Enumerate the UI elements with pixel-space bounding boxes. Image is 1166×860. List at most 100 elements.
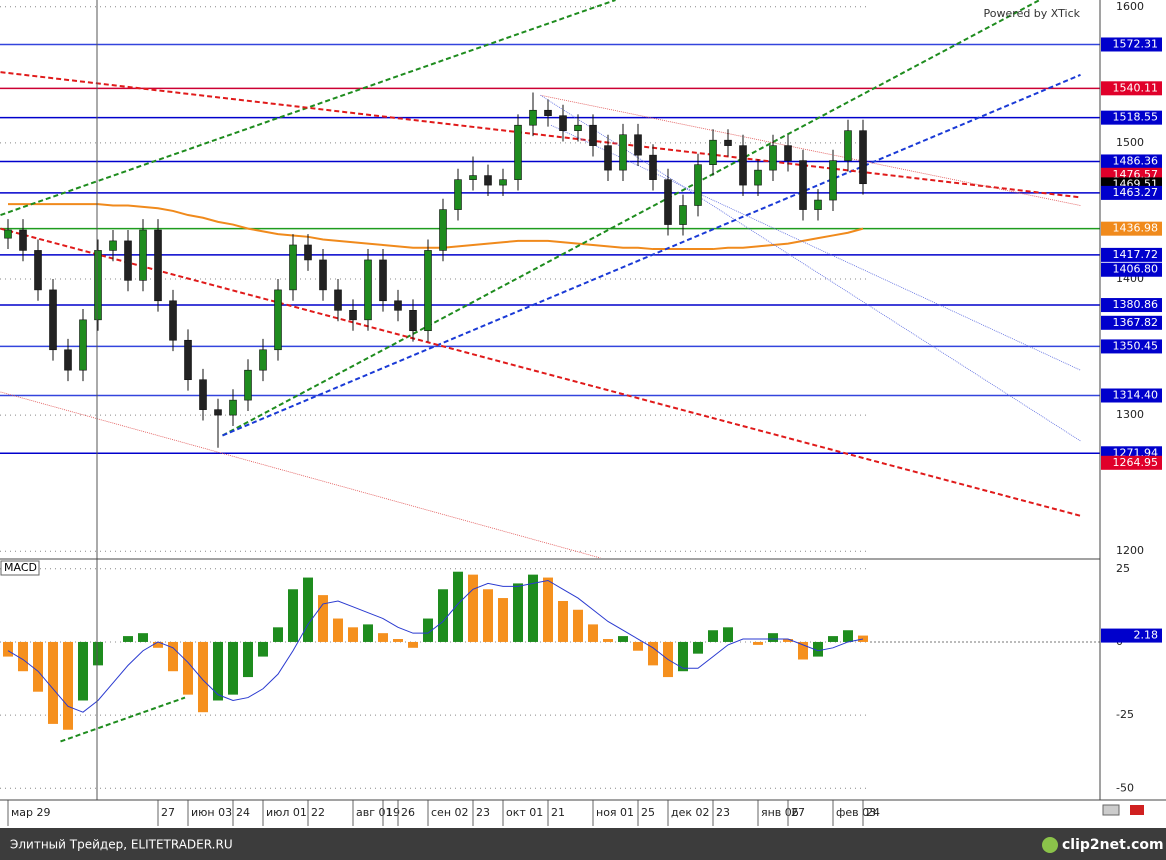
candle-body: [454, 179, 462, 210]
x-tick-label: 27: [161, 806, 175, 819]
histogram-bar: [723, 627, 733, 642]
price-label-box: [1101, 221, 1162, 236]
histogram-bar: [498, 598, 508, 642]
trendline: [222, 73, 1081, 437]
x-tick-label: ноя 01: [596, 806, 634, 819]
candle-body: [709, 139, 717, 165]
price-label: 1540.11: [1113, 81, 1159, 94]
histogram-bar: [693, 641, 703, 654]
histogram-bar: [618, 636, 628, 642]
candle-body: [424, 250, 432, 332]
candle-body: [49, 289, 57, 351]
candle-body: [799, 160, 807, 210]
candle-body: [139, 229, 147, 281]
y-tick-label: 1600: [1116, 0, 1144, 13]
histogram-bar: [648, 641, 658, 666]
y-tick-label: 1300: [1116, 408, 1144, 421]
histogram-bar: [18, 641, 28, 672]
candle-body: [214, 409, 222, 416]
price-label: 1486.36: [1113, 154, 1159, 167]
candle-body: [679, 205, 687, 225]
histogram-bar: [678, 641, 688, 672]
candle-body: [289, 244, 297, 291]
candle-body: [229, 399, 237, 416]
price-label-box: [1101, 110, 1162, 125]
x-tick-label: 26: [401, 806, 415, 819]
logo-icon: [1042, 837, 1058, 853]
histogram-bar: [768, 633, 778, 642]
candle-body: [859, 130, 867, 185]
trendline: [0, 0, 616, 216]
price-label-box: [1101, 154, 1162, 169]
histogram-bar: [273, 627, 283, 642]
candle-body: [649, 154, 657, 180]
candle-body: [469, 175, 477, 180]
y-tick-label: -50: [1116, 781, 1134, 794]
y-tick-label: 1500: [1116, 136, 1144, 149]
price-label-box: [1101, 262, 1162, 277]
icon[interactable]: [1102, 804, 1120, 816]
histogram-bar: [543, 577, 553, 642]
price-label-box: [1101, 339, 1162, 354]
price-panel: [0, 0, 1100, 558]
candle-body: [844, 130, 852, 161]
price-label: 1463.27: [1113, 186, 1159, 199]
histogram-bar: [303, 577, 313, 642]
candle-body: [64, 349, 72, 371]
icon[interactable]: [1130, 805, 1144, 815]
histogram-bar: [408, 641, 418, 648]
histogram-bar: [228, 641, 238, 695]
candle-body: [544, 109, 552, 116]
footer-bar: [0, 828, 1166, 860]
candle-body: [604, 145, 612, 171]
histogram-bar: [843, 630, 853, 642]
x-tick-label: 25: [641, 806, 655, 819]
candle-body: [619, 134, 627, 171]
candle-body: [199, 379, 207, 410]
candle-body: [34, 250, 42, 291]
histogram-bar: [288, 589, 298, 642]
panel-title: MACD: [4, 561, 37, 574]
price-label: 1350.45: [1113, 339, 1159, 352]
histogram-bar: [258, 641, 268, 657]
price-label: 1572.31: [1113, 37, 1159, 50]
candle-body: [184, 339, 192, 381]
histogram-bar: [243, 641, 253, 678]
candle-body: [79, 319, 87, 371]
histogram-bar: [123, 636, 133, 642]
price-label-box: [1101, 81, 1162, 96]
histogram-bar: [63, 641, 73, 730]
candle-body: [784, 145, 792, 161]
histogram-bar: [318, 595, 328, 642]
histogram-bar: [93, 641, 103, 666]
candle-body: [274, 289, 282, 351]
candle-body: [634, 134, 642, 156]
candle-body: [529, 109, 537, 126]
trendline: [540, 94, 1081, 442]
candle-body: [319, 259, 327, 291]
x-tick-label: 19: [386, 806, 400, 819]
candle-body: [169, 300, 177, 341]
background: [0, 0, 1166, 828]
axes: 12001300140015001600250-25-501572.311540…: [7, 0, 1162, 826]
x-tick-label: окт 01: [506, 806, 543, 819]
trendline: [222, 0, 1042, 437]
x-tick-label: 24: [866, 806, 880, 819]
candle-body: [19, 229, 27, 251]
histogram-bar: [348, 627, 358, 642]
histogram-bar: [603, 639, 613, 642]
x-tick-label: 23: [716, 806, 730, 819]
y-tick-label: 25: [1116, 562, 1130, 575]
candle-body: [364, 259, 372, 321]
price-label-box: [1101, 37, 1162, 52]
histogram-bar: [3, 641, 13, 657]
candle-body: [829, 160, 837, 201]
histogram-bar: [858, 635, 868, 642]
candle-body: [304, 244, 312, 261]
histogram-bar: [708, 630, 718, 642]
candle-body: [259, 349, 267, 371]
candle-body: [739, 145, 747, 186]
current-value: 2.18: [1134, 629, 1159, 642]
histogram-bar: [333, 618, 343, 642]
